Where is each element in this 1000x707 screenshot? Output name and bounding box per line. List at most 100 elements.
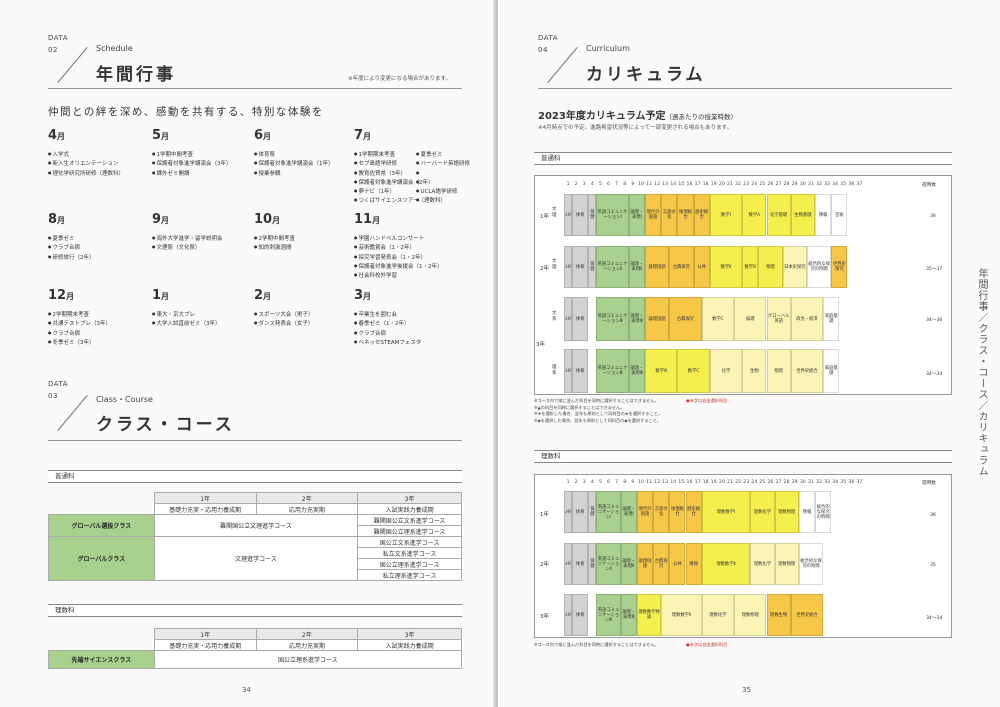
period-number: 21 <box>726 182 733 187</box>
period-number: 6 <box>607 480 610 485</box>
period-number: 2 <box>574 182 578 187</box>
period-number: 37 <box>856 182 863 187</box>
curriculum-title: 2023年度カリキュラム予定（週あたりの授業時数） <box>538 111 738 122</box>
period-number: 24 <box>751 480 758 485</box>
month-june: 6月 体育祭保護者対象進学講演会（1年）授業参観 <box>254 128 354 178</box>
period-number: 22 <box>735 182 741 187</box>
subject-cell: 数学Ⅱ <box>709 246 743 288</box>
subject-cell: 理数物理 <box>774 491 799 533</box>
subject-cell: 保健 <box>588 543 597 585</box>
footnotes-futsu: ※コース内で縦に並んだ科目を同時に選択することはできません。 ※▲の科目を同時に… <box>534 398 663 423</box>
period-number: 23 <box>743 182 750 187</box>
period-number: 21 <box>726 480 733 485</box>
period-number: 36 <box>848 182 855 187</box>
period-number: 9 <box>631 480 635 485</box>
hours-value: 34〜34 <box>926 616 943 621</box>
month-may: 5月 1学期中間考査保護者対象進学講演会（3年）課外ゼミ開講 <box>152 128 252 178</box>
period-number: 26 <box>767 182 774 187</box>
subject-cell: 物理 <box>758 246 783 288</box>
section-jp-title-r: カリキュラム <box>586 65 706 85</box>
subject-cell: 数学B <box>742 246 759 288</box>
period-number: 12 <box>654 182 660 187</box>
subject-cell: 現代の国語 <box>645 194 662 236</box>
period-number: 26 <box>767 480 774 485</box>
section-jp-title-2: クラス・コース <box>96 415 235 435</box>
period-number: 14 <box>670 182 677 187</box>
subject-cell: 数学Ⅲ <box>645 349 678 393</box>
hours-value: 36 <box>930 214 936 219</box>
period-number: 33 <box>824 480 830 485</box>
period-number: 15 <box>678 480 685 485</box>
period-number: 25 <box>759 480 766 485</box>
subject-cell: 情報 <box>685 543 702 585</box>
month-january: 1月 東大・京大プレ大学入試直前ゼミ（3年） <box>152 288 252 329</box>
futsu-bar-r: 普通科 <box>534 152 952 165</box>
period-number: 8 <box>623 182 627 187</box>
data-label-2: DATA <box>48 380 69 388</box>
class-advanced-science: 先端サイエンスクラス <box>48 650 155 669</box>
subject-cell: 論理国語 <box>636 543 654 585</box>
period-number: 19 <box>710 182 717 187</box>
subject-cell: グローバル英語 <box>766 297 791 341</box>
month-august: 8月 夏季ゼミクラブ合宿研修旅行（2年） <box>48 212 148 262</box>
period-number: 19 <box>710 480 717 485</box>
section-number-2: 03 <box>48 392 58 400</box>
footnotes-risu: ※コース内で縦に並んだ科目を同時に選択することはできません。 <box>534 642 659 647</box>
row-label: 3年 <box>540 614 549 620</box>
period-number: 20 <box>718 182 725 187</box>
subject-cell: 理数化学 <box>701 594 735 636</box>
row-label: 2年 <box>540 266 549 272</box>
month-november: 11月 学園ハンドベルコンサート芸術鑑賞会（1・2年）探究学習発表会（1・2年）… <box>354 212 474 280</box>
subject-cell: 日本史探究 <box>782 246 807 288</box>
period-number: 34 <box>832 182 839 187</box>
period-number: 11 <box>646 480 652 485</box>
subject-cell: 論理・表現Ⅲ <box>628 349 645 393</box>
subject-cell: 英語コミュニケーションⅠ <box>596 491 621 533</box>
subject-cell: 英語コミュニケーションⅢ <box>596 297 629 341</box>
data-label: DATA <box>48 34 69 42</box>
month-december: 12月 2学期期末考査共通テストプレ（3年）クラブ合宿冬季ゼミ（3年） <box>48 288 148 347</box>
hours-header-risu: 週時数 <box>922 481 936 486</box>
subject-cell: LHR <box>564 491 573 533</box>
section-slash-r <box>547 47 578 83</box>
hours-header: 週時数 <box>922 183 936 188</box>
period-number: 16 <box>686 182 693 187</box>
subject-cell: 政治・経済 <box>790 297 824 341</box>
data-label-r: DATA <box>538 34 559 42</box>
section-slash <box>57 47 88 83</box>
period-number: 24 <box>751 182 758 187</box>
period-number: 15 <box>678 182 685 187</box>
row-label: 2年 <box>540 562 549 568</box>
subject-cell: 理数生物 <box>766 594 791 636</box>
subject-cell: 情報 <box>815 194 832 236</box>
period-number: 12 <box>654 480 660 485</box>
subject-cell: 世界史総合 <box>790 349 824 393</box>
hours-value: 34〜34 <box>926 372 943 377</box>
period-numbers-risu: 1 2 3 4 5 6 7 8 9 10 11 12 13 14 15 16 17 18 19 20 21 22 23 24 2… <box>564 480 863 485</box>
subject-cell: 数学C <box>701 297 735 341</box>
subject-cell: 数学C <box>677 349 710 393</box>
period-number: 10 <box>637 182 644 187</box>
period-number: 16 <box>686 480 693 485</box>
period-number: 18 <box>702 480 709 485</box>
period-number: 31 <box>807 182 814 187</box>
subject-cell: LHR <box>564 194 573 236</box>
subject-cell: 家庭基礎 <box>823 297 840 341</box>
required-note: ●赤字は自由選択科目 <box>686 398 728 403</box>
period-number: 5 <box>598 480 602 485</box>
period-number: 10 <box>637 480 644 485</box>
hours-value: 35〜37 <box>926 267 943 272</box>
class-global: グローバルクラス <box>48 536 155 581</box>
period-number: 29 <box>791 480 798 485</box>
period-number: 28 <box>783 480 790 485</box>
subject-cell: 古典探究 <box>653 543 670 585</box>
right-page: DATA 04 Curriculum カリキュラム 2023年度カリキュラム予定… <box>498 0 1000 707</box>
subject-cell: 総合的な探究の時間 <box>815 491 832 533</box>
hours-value: 35 <box>930 563 936 568</box>
period-number: 30 <box>799 182 806 187</box>
schedule-note: ※年度により変更になる場合があります。 <box>348 76 451 82</box>
subject-cell: 英語コミュニケーションⅢ <box>596 594 621 636</box>
row-label: 3年 <box>536 342 545 348</box>
period-number: 14 <box>670 480 677 485</box>
subject-cell: 理数数学Ⅰ <box>701 491 751 533</box>
